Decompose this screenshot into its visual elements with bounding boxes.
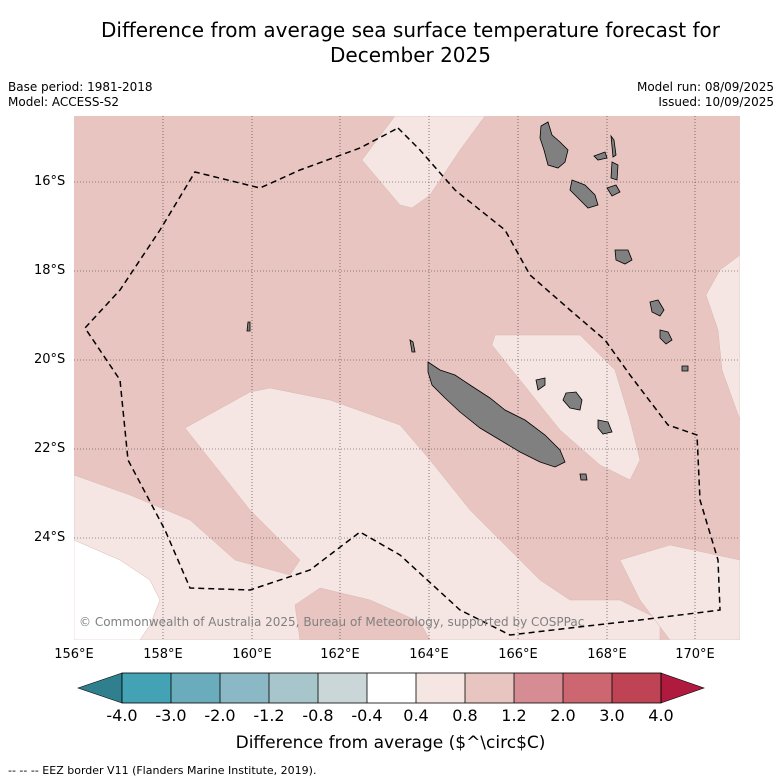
new-caledonia-land — [427, 361, 566, 468]
lat-label-20s: 20°S — [34, 352, 66, 367]
loyalty-lifou-land — [562, 391, 583, 411]
colorbar-bin-3 — [220, 673, 269, 703]
light-anomaly-region-south — [74, 387, 661, 640]
copyright-notice: © Commonwealth of Australia 2025, Bureau… — [79, 615, 585, 629]
issued-date: Issued: 10/09/2025 — [658, 95, 774, 109]
colorbar-tick-6: -0.4 — [351, 706, 383, 725]
colorbar-bin-1 — [122, 673, 171, 703]
colorbar-frame — [121, 672, 662, 704]
vanuatu-malakula-land — [569, 179, 599, 209]
landmasses — [246, 121, 689, 481]
map-area — [74, 116, 740, 640]
model-name: Model: ACCESS-S2 — [8, 95, 120, 109]
vanuatu-erromango-land — [649, 299, 665, 317]
vanuatu-ambrym-land — [610, 161, 619, 181]
model-run: Model run: 08/09/2025 — [636, 80, 774, 94]
vanuatu-maewo-land — [593, 151, 608, 161]
chesterfield-islet-land — [246, 321, 251, 332]
colorbar-bin-5 — [318, 673, 367, 703]
lat-label-18s: 18°S — [34, 263, 66, 278]
colorbar-tick-10: 2.0 — [550, 706, 576, 725]
meta-left: Base period: 1981-2018 Model: ACCESS-S2 — [8, 80, 153, 110]
belep-islands-land — [409, 339, 416, 353]
lat-label-24s: 24°S — [34, 530, 66, 545]
colorbar-bin-4 — [269, 673, 318, 703]
lon-label-158e: 158°E — [143, 647, 183, 662]
lat-label-16s: 16°S — [34, 174, 66, 189]
lon-label-166e: 166°E — [498, 647, 538, 662]
colorbar-low-extension — [77, 672, 123, 704]
light-anomaly-region-far-east — [705, 254, 740, 421]
meta-right: Model run: 08/09/2025 Issued: 10/09/2025 — [637, 80, 774, 110]
colorbar-bin-11 — [612, 673, 661, 703]
colorbar-tick-9: 1.2 — [501, 706, 527, 725]
lon-label-168e: 168°E — [587, 647, 627, 662]
lon-label-156e: 156°E — [54, 647, 94, 662]
lon-label-162e: 162°E — [320, 647, 360, 662]
colorbar-title: Difference from average ($^\circ$C) — [235, 733, 546, 753]
lat-label-22s: 22°S — [34, 441, 66, 456]
colorbar-tick-5: -0.8 — [302, 706, 334, 725]
lon-label-164e: 164°E — [409, 647, 449, 662]
colorbar-tick-8: 0.8 — [452, 706, 478, 725]
colorbar-bin-7 — [416, 673, 465, 703]
colorbar-tick-11: 3.0 — [599, 706, 625, 725]
base-period: Base period: 1981-2018 — [8, 80, 153, 94]
light-anomaly-region-east — [491, 334, 641, 481]
loyalty-ouvea-land — [535, 377, 546, 391]
aneityum-land — [681, 365, 689, 372]
title-line-1: Difference from average sea surface temp… — [100, 18, 720, 42]
colorbar-tick-7: 0.4 — [403, 706, 429, 725]
colorbar — [77, 672, 705, 704]
colorbar-bin-10 — [563, 673, 612, 703]
isle-of-pines-land — [579, 473, 588, 481]
colorbar-high-extension — [660, 672, 705, 704]
vanuatu-espiritu-santo-land — [539, 121, 569, 169]
colorbar-tick-1: -4.0 — [106, 706, 138, 725]
colorbar-tick-12: 4.0 — [648, 706, 674, 725]
lon-label-170e: 170°E — [675, 647, 715, 662]
vanuatu-pentecost-land — [610, 134, 617, 158]
colorbar-bin-6 — [367, 673, 416, 703]
light-anomaly-region-north — [361, 116, 486, 209]
colorbar-bin-2 — [171, 673, 220, 703]
vanuatu-epi-land — [606, 184, 621, 197]
title-line-2: December 2025 — [330, 43, 491, 67]
gridlines — [74, 116, 740, 640]
warm-patch-south — [294, 587, 431, 640]
neutral-region-southwest — [74, 539, 161, 640]
vanuatu-tanna-land — [659, 329, 673, 345]
light-anomaly-region-southeast — [619, 544, 740, 640]
loyalty-mare-land — [597, 419, 613, 435]
lon-label-160e: 160°E — [232, 647, 272, 662]
eez-footnote: -- -- -- EEZ border V11 (Flanders Marine… — [8, 764, 317, 777]
colorbar-tick-3: -2.0 — [204, 706, 236, 725]
vanuatu-efate-land — [614, 249, 633, 265]
colorbar-bin-9 — [514, 673, 563, 703]
eez-border — [84, 127, 721, 636]
chart-title: Difference from average sea surface temp… — [0, 18, 781, 68]
colorbar-tick-2: -3.0 — [155, 706, 187, 725]
colorbar-bin-8 — [465, 673, 514, 703]
colorbar-tick-4: -1.2 — [253, 706, 285, 725]
